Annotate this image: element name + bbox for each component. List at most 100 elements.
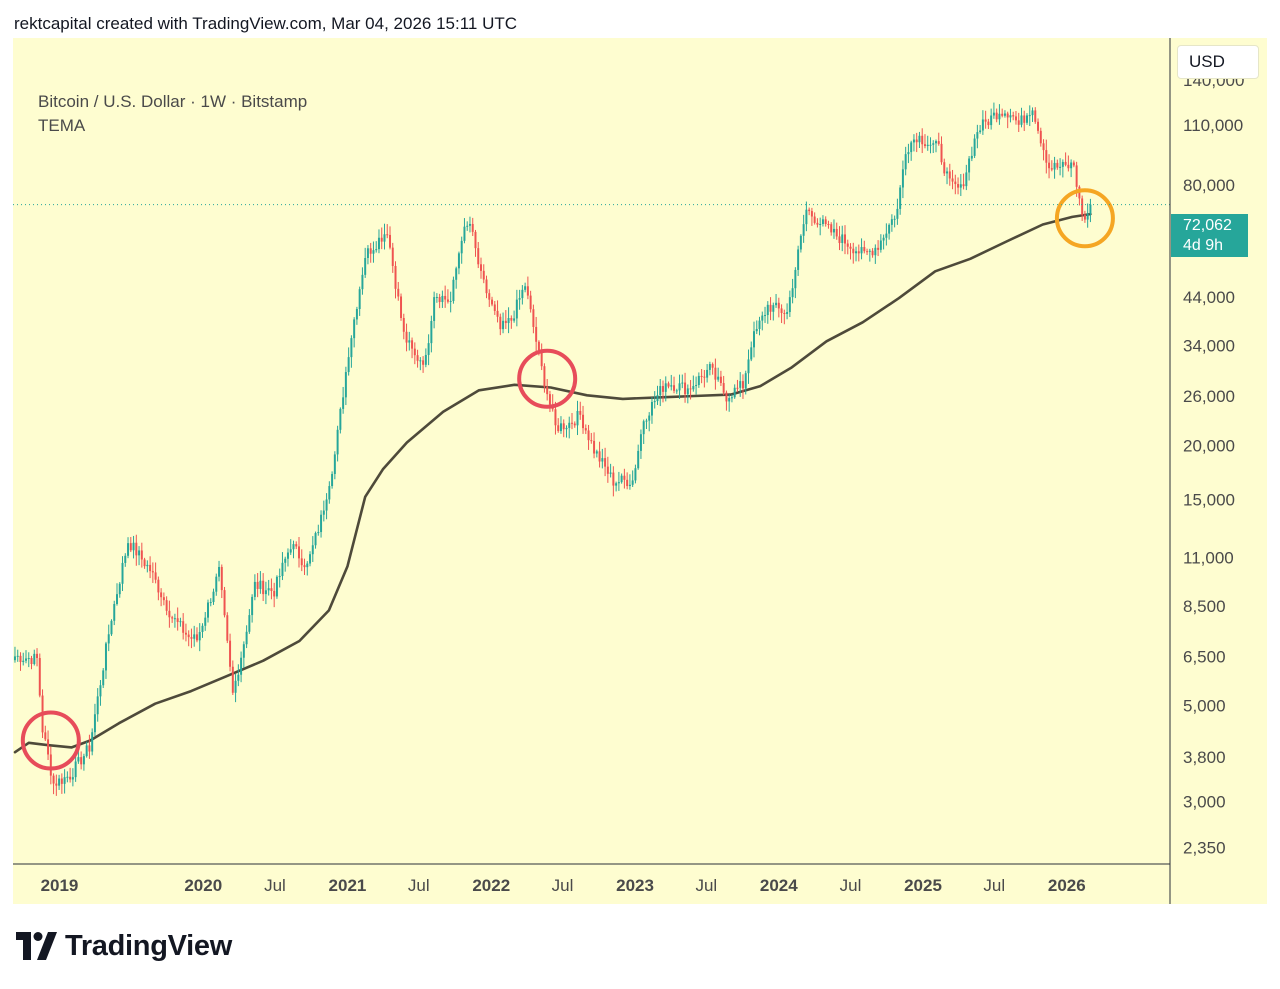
candle-body <box>1014 116 1017 121</box>
candle <box>110 619 113 636</box>
candle <box>526 276 529 300</box>
candle-body <box>1012 115 1015 117</box>
candle-body <box>350 338 353 358</box>
last-price-value: 72,062 <box>1183 217 1232 234</box>
candle-body <box>132 542 135 551</box>
candle-body <box>808 209 811 212</box>
candle-body <box>590 440 593 442</box>
candle <box>841 225 844 252</box>
candle-body <box>187 634 190 638</box>
candle <box>866 248 869 256</box>
candle-body <box>289 549 292 553</box>
candle-body <box>987 121 990 126</box>
symbol-title[interactable]: Bitcoin / U.S. Dollar · 1W · Bitstamp <box>38 92 308 111</box>
candle-body <box>540 350 543 367</box>
candle <box>207 599 209 623</box>
candle <box>728 394 731 412</box>
candle <box>168 600 171 628</box>
candle-body <box>582 414 585 429</box>
candle <box>860 238 863 260</box>
candle <box>223 586 226 618</box>
candle <box>513 310 516 323</box>
candle <box>289 539 292 555</box>
candle <box>692 375 695 392</box>
candle <box>535 316 538 353</box>
candle <box>620 473 623 484</box>
candle-body <box>868 250 871 252</box>
price-tick-label: 80,000 <box>1183 176 1235 195</box>
indicator-legend[interactable]: TEMA <box>38 116 86 135</box>
candle-body <box>275 576 278 597</box>
candle-body <box>962 184 965 187</box>
candle <box>107 624 110 652</box>
candle <box>85 741 88 758</box>
chart-area[interactable]: 140,000110,00080,00060,00044,00034,00026… <box>13 38 1267 904</box>
price-tick-label: 6,500 <box>1183 647 1226 666</box>
candle-body <box>107 634 110 644</box>
candle <box>805 201 808 232</box>
candle-body <box>267 588 270 591</box>
candle <box>706 364 709 383</box>
candle <box>295 541 298 550</box>
candle-body <box>240 657 243 675</box>
candle <box>19 652 22 671</box>
candle <box>405 323 408 352</box>
candle <box>58 774 61 790</box>
candle <box>871 248 874 258</box>
candle <box>355 306 358 325</box>
candle <box>849 243 852 260</box>
candle-body <box>841 234 844 244</box>
candle-body <box>571 422 573 424</box>
tradingview-logo[interactable]: TradingView <box>16 928 232 964</box>
candle-body <box>948 171 951 179</box>
candle-body <box>791 288 794 298</box>
candle <box>628 474 631 490</box>
time-axis[interactable]: 2019 2020 Jul 2021 Jul 2022 Jul 2023 Jul 2024 Jul 2… <box>41 876 1086 895</box>
candle-body <box>63 777 66 784</box>
currency-selector[interactable]: USD <box>1177 45 1259 79</box>
candle <box>612 466 615 497</box>
candle <box>127 537 130 559</box>
candle <box>827 220 830 229</box>
candle <box>571 413 573 430</box>
candle-body <box>292 544 295 550</box>
candle <box>118 582 121 598</box>
candle <box>375 241 378 253</box>
candle-body <box>758 320 761 330</box>
time-tick-label: 2024 <box>760 876 798 895</box>
candle <box>471 217 474 237</box>
candle <box>102 668 105 689</box>
candle-body <box>1045 150 1048 163</box>
candle-body <box>777 302 780 309</box>
time-tick-label: Jul <box>840 876 862 895</box>
candle-body <box>1061 161 1064 167</box>
price-chart[interactable]: 140,000110,00080,00060,00044,00034,00026… <box>13 38 1267 904</box>
candle-body <box>645 420 648 422</box>
candle-body <box>576 410 579 426</box>
candle-body <box>954 181 957 185</box>
candle-body <box>140 550 143 560</box>
candle-body <box>176 618 179 622</box>
candle-body <box>1083 214 1086 220</box>
candle-body <box>463 226 466 241</box>
brand-name: TradingView <box>65 929 232 962</box>
candle-body <box>149 564 152 572</box>
candle-body <box>662 386 664 392</box>
candle <box>951 169 954 190</box>
candle <box>783 309 786 325</box>
candle-body <box>733 387 736 398</box>
candle <box>907 143 910 164</box>
candle-body <box>162 597 165 601</box>
candle <box>331 471 334 489</box>
candle <box>314 531 317 549</box>
candle <box>151 562 154 583</box>
candle <box>524 282 527 293</box>
candle-body <box>915 139 918 143</box>
candle-body <box>259 580 262 589</box>
candle-body <box>532 309 535 327</box>
candle-body <box>80 757 83 765</box>
candle <box>226 612 229 644</box>
candle <box>606 456 609 483</box>
candle-body <box>648 415 651 421</box>
candle-body <box>311 545 314 555</box>
